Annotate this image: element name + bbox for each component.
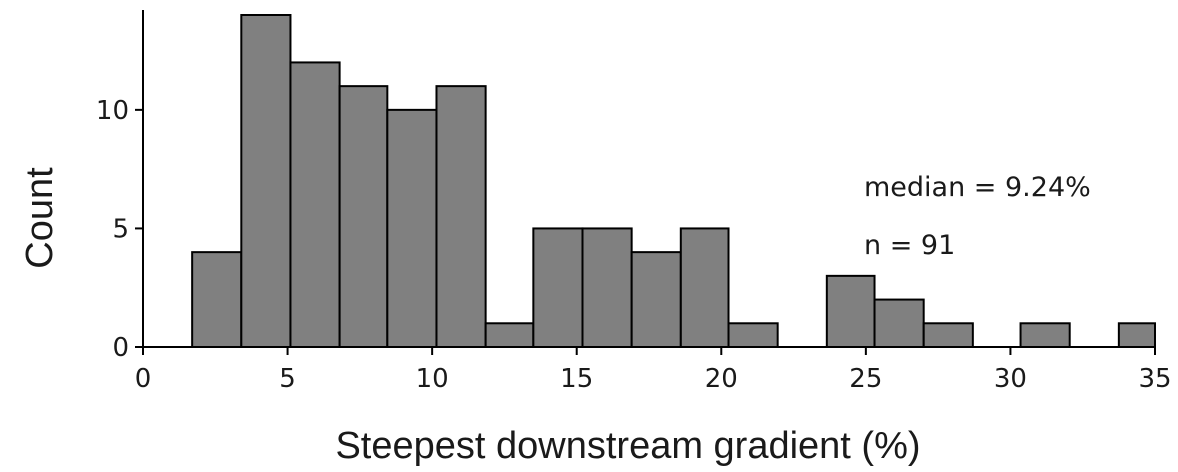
histogram-bar-10 <box>679 227 730 348</box>
x-axis-ticks: 0 5 10 15 20 25 30 35 <box>135 347 1172 394</box>
histogram-bar-9 <box>630 251 682 348</box>
histogram-bar-1 <box>240 14 292 348</box>
x-tick-label-1: 5 <box>279 364 296 394</box>
x-axis-title: Steepest downstream gradient (%) <box>335 425 920 467</box>
x-tick-label-5: 25 <box>849 364 882 394</box>
median-annotation: median = 9.24% <box>864 172 1091 203</box>
y-tick-label-0: 0 <box>112 333 129 363</box>
histogram-bars <box>191 14 1157 349</box>
histogram-bar-4 <box>386 108 438 348</box>
histogram-bar-2 <box>289 61 341 349</box>
histogram-bar-5 <box>435 85 487 349</box>
y-tick-label-2: 10 <box>96 96 129 126</box>
x-tick-label-3: 15 <box>560 364 593 394</box>
histogram-bar-0 <box>191 251 243 348</box>
histogram-bar-15 <box>922 322 974 348</box>
y-axis-ticks: 0 5 10 <box>96 96 143 363</box>
x-tick-label-4: 20 <box>705 364 738 394</box>
x-tick-label-2: 10 <box>416 364 449 394</box>
histogram-bar-11 <box>727 322 779 348</box>
y-axis-title: Count <box>19 167 61 269</box>
histogram-bar-17 <box>1019 322 1071 348</box>
histogram-bar-19 <box>1117 322 1157 348</box>
y-tick-label-1: 5 <box>112 214 129 244</box>
count-annotation: n = 91 <box>864 230 955 261</box>
histogram-bar-8 <box>581 227 633 348</box>
histogram-bar-3 <box>338 85 389 349</box>
histogram-bar-13 <box>825 274 876 349</box>
histogram-bar-7 <box>532 227 584 348</box>
histogram-bar-14 <box>873 298 925 349</box>
x-tick-label-7: 35 <box>1138 364 1171 394</box>
histogram-bar-6 <box>484 322 535 348</box>
x-tick-label-0: 0 <box>135 364 152 394</box>
x-tick-label-6: 30 <box>994 364 1027 394</box>
